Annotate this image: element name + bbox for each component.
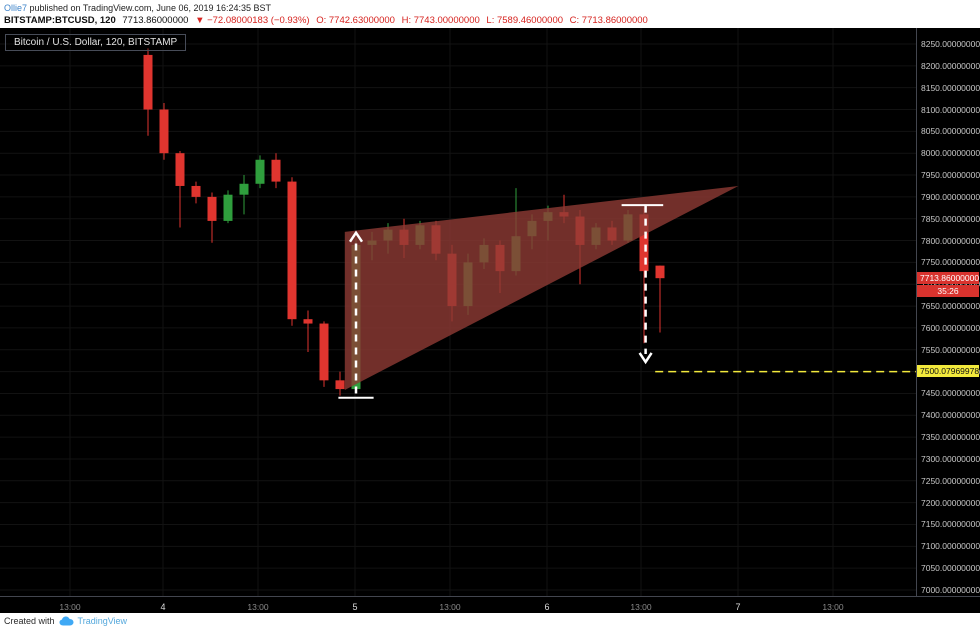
time-axis-label: 13:00 [439, 602, 461, 612]
price-axis-label: 8100.00000000 [921, 104, 980, 115]
time-axis-label: 13:00 [59, 602, 81, 612]
price-axis-label: 7900.00000000 [921, 191, 980, 202]
candle-body [223, 194, 233, 221]
price-axis-label: 7850.00000000 [921, 213, 980, 224]
candle [191, 181, 201, 204]
target-price-axis-label[interactable]: 7500.07969978 [917, 365, 979, 377]
ohlc-close: C: 7713.86000000 [569, 15, 648, 26]
candle-body [143, 54, 153, 110]
price-axis-label: 7150.00000000 [921, 519, 980, 530]
time-axis-label: 4 [160, 602, 166, 612]
symbol-title[interactable]: BITSTAMP:BTCUSD, 120 [4, 15, 116, 26]
candle [319, 321, 329, 387]
candle [255, 155, 265, 189]
breakout-up-arrow-head [348, 230, 364, 243]
candle-body [271, 159, 281, 182]
time-axis-label: 13:00 [630, 602, 652, 612]
candle-body [319, 323, 329, 381]
bar-countdown-label: 35:26 [917, 285, 979, 297]
candle [239, 175, 249, 215]
price-axis-label: 8250.00000000 [921, 39, 980, 49]
price-axis-label: 7350.00000000 [921, 432, 980, 443]
time-axis-label: 5 [352, 602, 358, 612]
publish-header: Ollie7 published on TradingView.com, Jun… [4, 2, 652, 27]
candle-body [639, 214, 649, 272]
price-axis-label: 7400.00000000 [921, 410, 980, 421]
last-price-axis-label: 7713.86000000 [917, 272, 979, 284]
publish-info-line: Ollie7 published on TradingView.com, Jun… [4, 2, 652, 14]
candle-body [287, 181, 297, 320]
price-axis-label: 7700.00000000 [921, 279, 980, 289]
time-axis-label: 13:00 [247, 602, 269, 612]
candle-body [207, 196, 217, 221]
candlestick-chart[interactable] [0, 28, 980, 613]
candle [335, 371, 345, 396]
candle [271, 153, 281, 189]
time-axis-label: 6 [544, 602, 550, 612]
candle [655, 265, 665, 333]
candle-body [255, 159, 265, 184]
candle [143, 48, 153, 136]
candle-body [191, 185, 201, 197]
price-change-text: ▼ −72.08000183 (−0.93%) [195, 15, 310, 26]
breakdown-down-arrow-head [638, 352, 653, 365]
candle-body [159, 109, 169, 154]
price-axis-label: 7600.00000000 [921, 322, 980, 333]
time-axis-label: 13:00 [822, 602, 844, 612]
candle-body [303, 319, 313, 324]
candle [223, 190, 233, 224]
price-axis-label: 8050.00000000 [921, 126, 980, 137]
ohlc-low: L: 7589.46000000 [486, 15, 564, 26]
price-axis-label: 7650.00000000 [921, 301, 980, 312]
candle-body [239, 183, 249, 195]
candle-body [655, 265, 665, 279]
price-axis-label: 8000.00000000 [921, 148, 980, 159]
price-axis-label: 7550.00000000 [921, 344, 980, 355]
price-axis-label: 7950.00000000 [921, 170, 980, 181]
footer: Created with TradingView [4, 616, 127, 626]
price-axis-label: 8150.00000000 [921, 82, 980, 93]
symbol-status-line: BITSTAMP:BTCUSD, 120 7713.86000000 ▼ −72… [4, 14, 652, 27]
candle [303, 310, 313, 352]
price-axis-label: 7200.00000000 [921, 497, 980, 508]
price-axis-label: 7800.00000000 [921, 235, 980, 246]
price-axis-label: 7450.00000000 [921, 388, 980, 399]
last-price-text: 7713.86000000 [122, 15, 189, 26]
created-with-text: Created with [4, 616, 55, 626]
ohlc-high: H: 7743.00000000 [401, 15, 480, 26]
breakout-up-arrow[interactable] [348, 230, 364, 394]
price-axis-label: 7100.00000000 [921, 541, 980, 552]
chart-legend[interactable]: Bitcoin / U.S. Dollar, 120, BITSTAMP [5, 34, 187, 51]
triangle-pattern-drawing[interactable] [344, 185, 739, 390]
price-axis-label: 7050.00000000 [921, 563, 980, 574]
candle [207, 192, 217, 243]
tradingview-logo-icon[interactable] [59, 616, 74, 626]
candle-body [335, 380, 345, 390]
candle [159, 102, 169, 160]
ohlc-open: O: 7742.63000000 [316, 15, 395, 26]
published-text: published on TradingView.com, June 06, 2… [27, 3, 272, 13]
price-axis-label: 7250.00000000 [921, 475, 980, 486]
candle-body [175, 153, 185, 186]
author-link[interactable]: Ollie7 [4, 3, 28, 13]
price-axis-label: 8200.00000000 [921, 60, 980, 71]
tradingview-wordmark[interactable]: TradingView [77, 616, 128, 626]
candle [175, 151, 185, 228]
price-axis-label: 7000.00000000 [921, 585, 980, 595]
breakdown-down-arrow[interactable] [638, 205, 653, 365]
candle [287, 177, 297, 326]
price-axis-label: 7750.00000000 [921, 257, 980, 268]
time-axis-label: 7 [735, 602, 741, 612]
chart-area[interactable]: Bitcoin / U.S. Dollar, 120, BITSTAMP 825… [0, 28, 980, 613]
price-axis-label: 7300.00000000 [921, 453, 980, 464]
